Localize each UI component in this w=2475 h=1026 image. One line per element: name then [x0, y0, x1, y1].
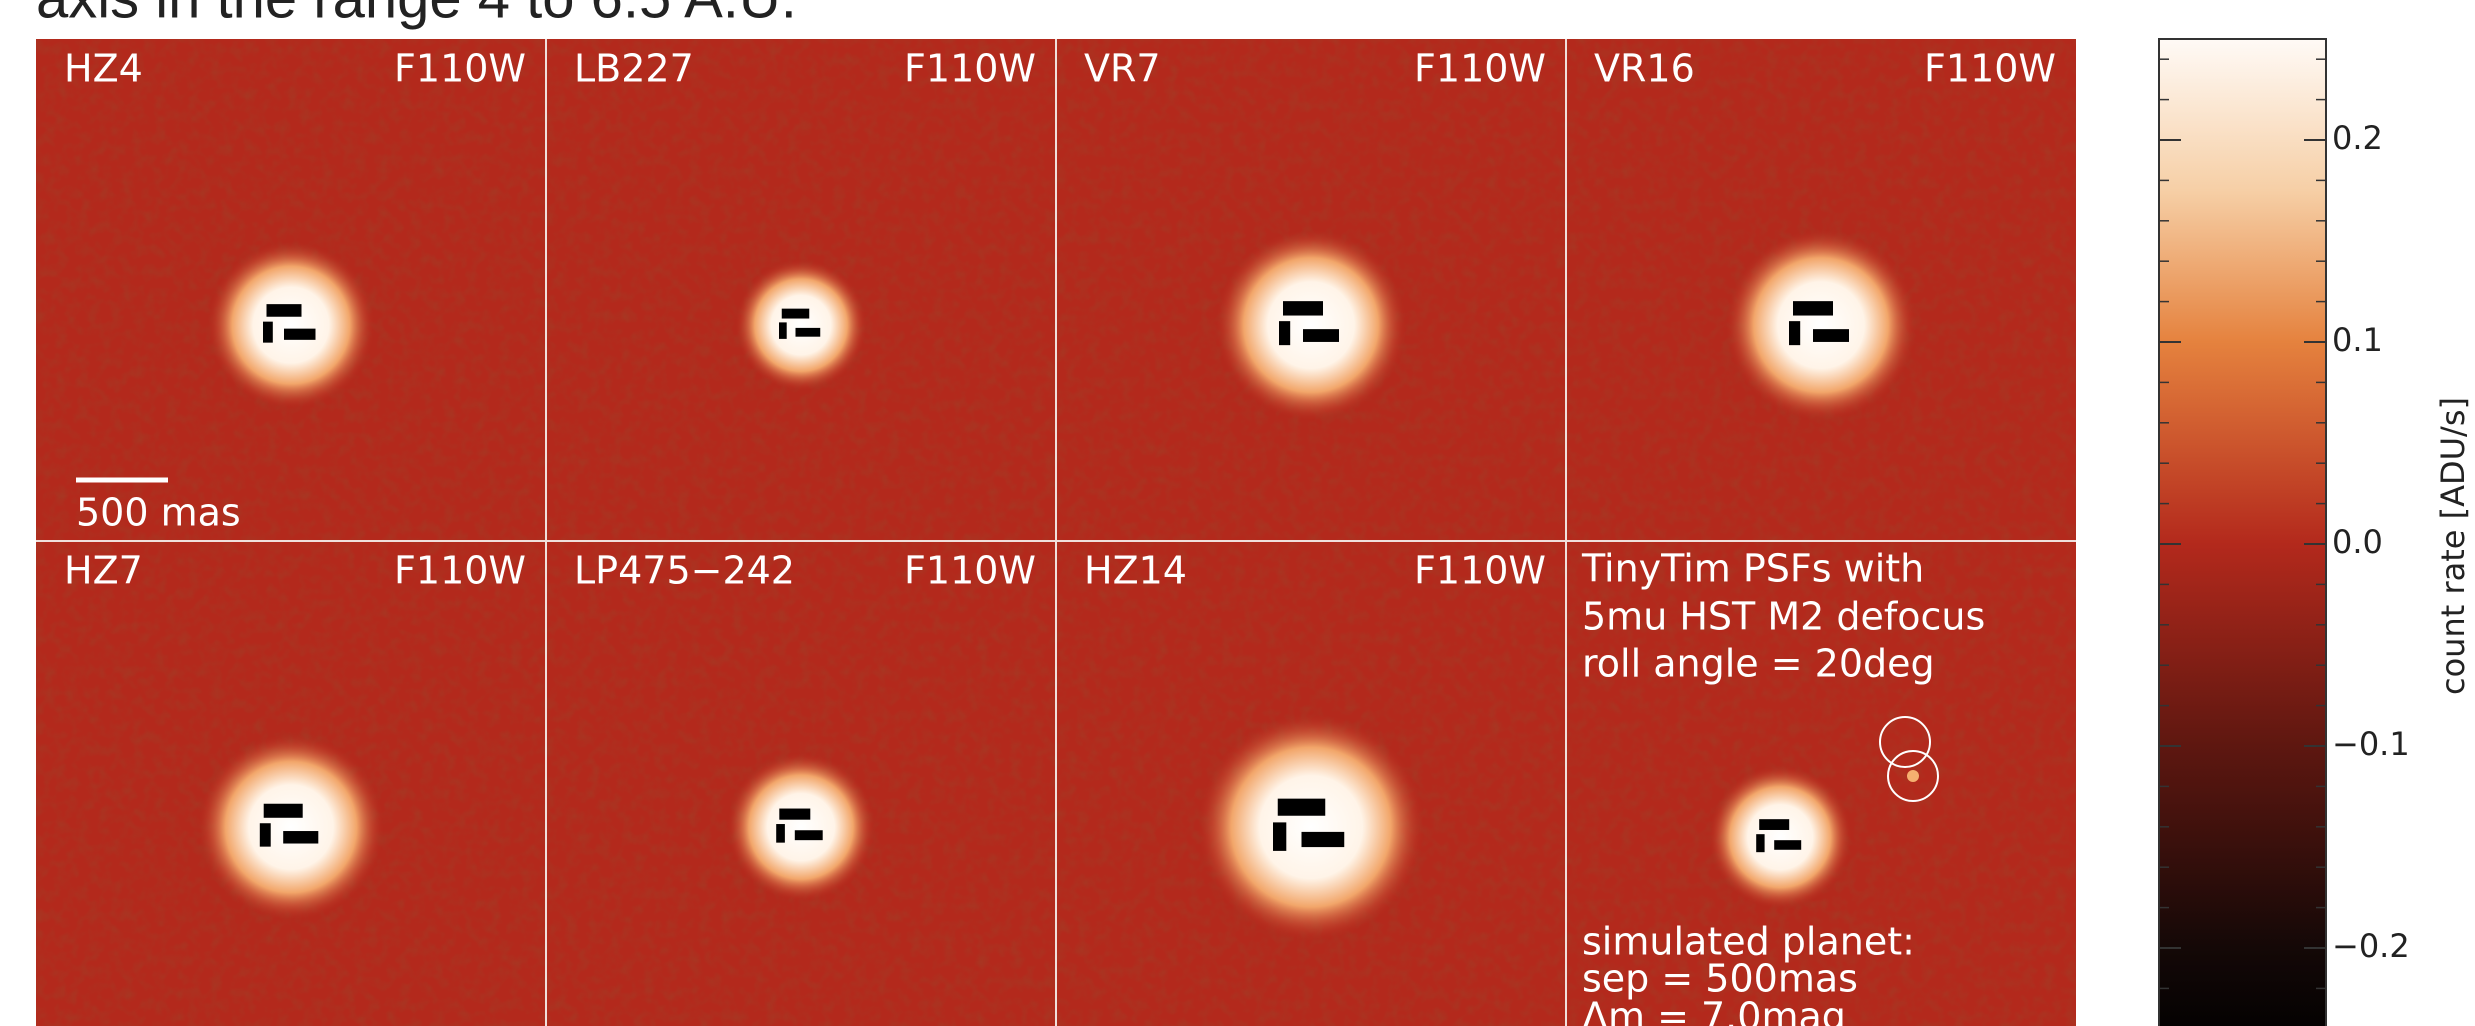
colorbar-tick-label: −0.2 [2332, 927, 2410, 965]
psf-residual [1756, 834, 1764, 852]
panel-name: HZ7 [64, 549, 143, 593]
psf-residual [1278, 799, 1326, 816]
panel-filter: F110W [394, 47, 526, 91]
panel-note: TinyTim PSFs with [1581, 547, 1924, 591]
psf-residual [1793, 301, 1833, 315]
psf-halo [207, 241, 375, 409]
psf-residual [1303, 329, 1339, 342]
scale-bar-label: 500 mas [76, 491, 241, 535]
panel-name: HZ14 [1084, 549, 1187, 593]
figure: axis in the range 4 to 6.5 A.U. HZ4 F110W… [0, 0, 2475, 1026]
header-text: axis in the range 4 to 6.5 A.U. [36, 0, 797, 30]
psf-residual [1789, 321, 1800, 345]
psf-halo [735, 259, 867, 391]
panel-name: VR16 [1594, 47, 1695, 91]
panel-filter: F110W [394, 549, 526, 593]
psf-residual [795, 830, 823, 840]
psf-residual [796, 328, 821, 337]
panel-name: LP475−242 [574, 549, 795, 593]
psf-residual [1273, 822, 1286, 851]
colorbar-tick-label: 0.2 [2332, 119, 2383, 157]
panel-name: VR7 [1084, 47, 1161, 91]
psf-residual [1759, 819, 1789, 830]
panel-note: Δm = 7.0mag [1582, 995, 1846, 1026]
psf-halo [1215, 229, 1407, 421]
psf-residual [1302, 832, 1345, 847]
panel-filter: F110W [904, 549, 1036, 593]
psf-halo [1197, 713, 1425, 941]
panel-note: roll angle = 20deg [1582, 642, 1935, 686]
panel-filter: F110W [1414, 549, 1546, 593]
panel-name: LB227 [574, 47, 694, 91]
panel-filter: F110W [1924, 47, 2056, 91]
psf-residual [1283, 301, 1323, 315]
colorbar-tick-label: 0.1 [2332, 321, 2383, 359]
psf-residual [260, 823, 271, 846]
panel-filter: F110W [904, 47, 1036, 91]
psf-residual [263, 322, 273, 343]
panel-filter: F110W [1414, 47, 1546, 91]
psf-residual [1279, 321, 1290, 345]
colorbar-tick-label: −0.1 [2332, 725, 2410, 763]
psf-halo [1708, 765, 1852, 909]
colorbar [2159, 39, 2326, 1026]
psf-halo [727, 753, 876, 902]
psf-residual [1813, 329, 1849, 342]
psf-residual [779, 322, 787, 339]
psf-residual [267, 304, 302, 317]
psf-residual [284, 329, 316, 340]
psf-residual [283, 831, 318, 843]
colorbar-tick-label: 0.0 [2332, 523, 2383, 561]
psf-residual [779, 809, 810, 820]
page: {"header": {"text": "axis in the range 4… [0, 0, 2475, 1026]
planet [1907, 770, 1919, 782]
psf-residual [264, 804, 303, 818]
panel-note: 5mu HST M2 defocus [1582, 595, 1985, 639]
psf-residual [782, 309, 810, 319]
psf-residual [776, 824, 785, 843]
panel-name: HZ4 [64, 47, 143, 91]
psf-residual [1774, 840, 1801, 850]
psf-halo [197, 734, 384, 921]
psf-halo [1725, 229, 1917, 421]
colorbar-label: count rate [ADU/s] [2434, 397, 2472, 695]
